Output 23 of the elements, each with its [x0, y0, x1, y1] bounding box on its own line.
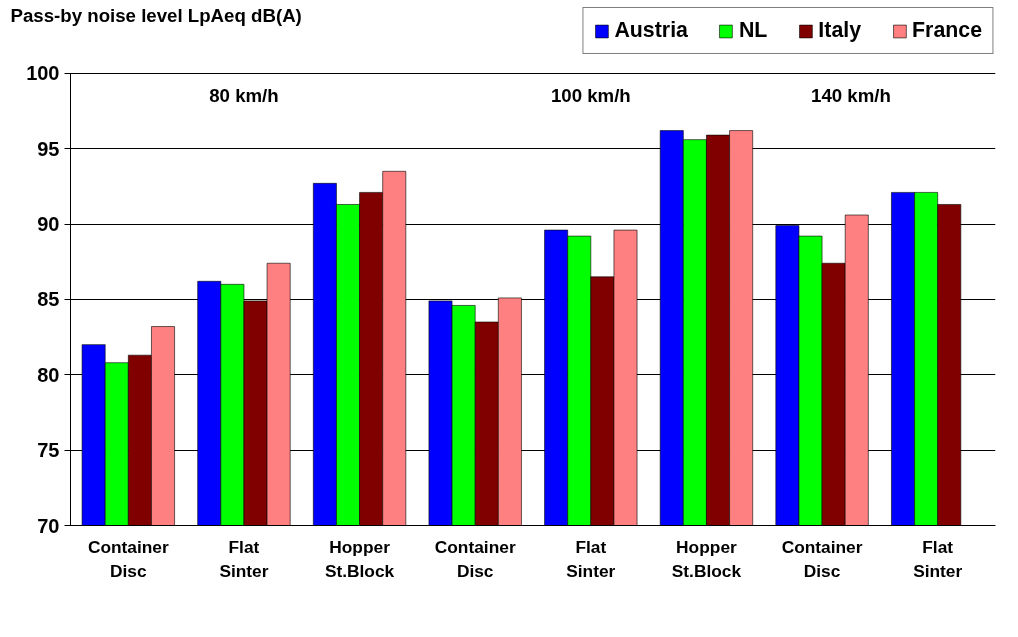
annotation: 140 km/h — [811, 85, 891, 107]
y-tick-label: 80 — [37, 363, 60, 386]
y-tick-label: 85 — [37, 288, 60, 311]
x-tick-label: Flat Sinter — [219, 536, 269, 581]
y-tick-label: 75 — [37, 439, 60, 462]
y-tick-label: 70 — [37, 514, 60, 537]
x-tick-label: Hopper St.Block — [324, 536, 395, 581]
y-tick-label: 100 — [26, 62, 60, 85]
legend-label: France — [912, 18, 982, 43]
x-tick-label: Flat Sinter — [566, 536, 616, 581]
y-axis-title: Pass-by noise level LpAeq dB(A) — [10, 4, 302, 26]
legend-label: Italy — [818, 18, 862, 43]
legend-label: Austria — [614, 18, 688, 43]
annotation: 100 km/h — [550, 85, 631, 107]
x-tick-label: Flat Sinter — [913, 536, 963, 581]
annotation: 80 km/h — [209, 85, 279, 107]
y-tick-label: 90 — [37, 213, 60, 236]
x-tick-label: Container Disc — [434, 536, 516, 581]
legend-label: NL — [738, 18, 768, 43]
x-tick-label: Hopper St.Block — [671, 536, 742, 581]
x-tick-label: Container Disc — [781, 536, 863, 581]
y-tick-label: 95 — [37, 137, 60, 160]
x-tick-label: Container Disc — [87, 536, 169, 581]
